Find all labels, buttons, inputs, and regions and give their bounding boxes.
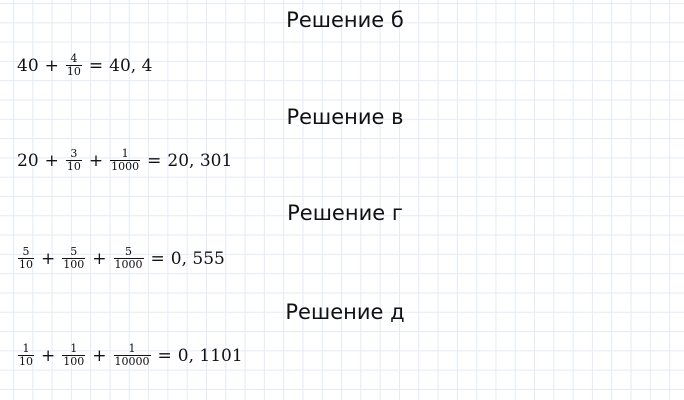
numerator: 5: [22, 245, 30, 258]
numerator: 5: [125, 245, 132, 258]
plus-sign: +: [44, 55, 59, 76]
denominator: 1000: [113, 258, 144, 271]
denominator: 10: [18, 258, 34, 271]
denominator: 10000: [113, 355, 151, 368]
numerator: 1: [70, 342, 78, 355]
equation: 5 10 +5 100 +5 1000 = 0, 555: [17, 246, 225, 271]
denominator: 10: [65, 160, 82, 173]
plus-sign: +: [41, 345, 56, 366]
numerator: 1: [128, 342, 136, 355]
equation: 20 +3 10 +1 1000 = 20, 301: [17, 148, 232, 173]
fraction: 5 10: [18, 246, 34, 271]
solution-heading: Решение б: [286, 8, 404, 32]
fraction: 5 100: [62, 245, 86, 271]
numerator: 5: [70, 245, 78, 258]
equals-sign: =: [150, 248, 165, 269]
equals-sign: =: [88, 55, 104, 76]
fraction: 5 1000: [113, 245, 144, 271]
plus-sign: +: [88, 150, 104, 171]
fraction: 1 1000: [110, 147, 141, 173]
numerator: 4: [70, 52, 78, 65]
fraction: 4 10: [65, 52, 82, 78]
fraction: 3 10: [65, 147, 82, 173]
plus-sign: +: [41, 248, 56, 269]
solution-heading: Решение д: [285, 300, 405, 324]
plus-sign: +: [92, 345, 107, 366]
fraction: 1 10000: [113, 342, 151, 368]
result: 40, 4: [109, 55, 153, 76]
solution-heading: Решение в: [286, 105, 404, 129]
numerator: 1: [22, 342, 30, 355]
denominator: 1000: [110, 160, 141, 173]
fraction: 1 100: [62, 342, 86, 368]
solution-heading: Решение г: [287, 201, 403, 225]
denominator: 100: [62, 258, 86, 271]
numerator: 3: [70, 147, 78, 160]
whole-number: 20: [17, 150, 39, 171]
equals-sign: =: [147, 150, 162, 171]
whole-number: 40: [17, 55, 39, 76]
equation: 40 +4 10 = 40, 4: [17, 53, 152, 78]
denominator: 10: [18, 355, 34, 368]
denominator: 10: [65, 65, 82, 78]
equation: 1 10 +1 100 +1 10000 = 0, 1101: [17, 343, 243, 368]
denominator: 100: [62, 355, 86, 368]
plus-sign: +: [44, 150, 59, 171]
fraction: 1 10: [18, 343, 34, 368]
numerator: 1: [121, 147, 129, 160]
equals-sign: =: [157, 345, 172, 366]
result: 0, 1101: [177, 345, 243, 366]
result: 20, 301: [167, 150, 233, 171]
plus-sign: +: [92, 248, 107, 269]
result: 0, 555: [170, 248, 225, 269]
